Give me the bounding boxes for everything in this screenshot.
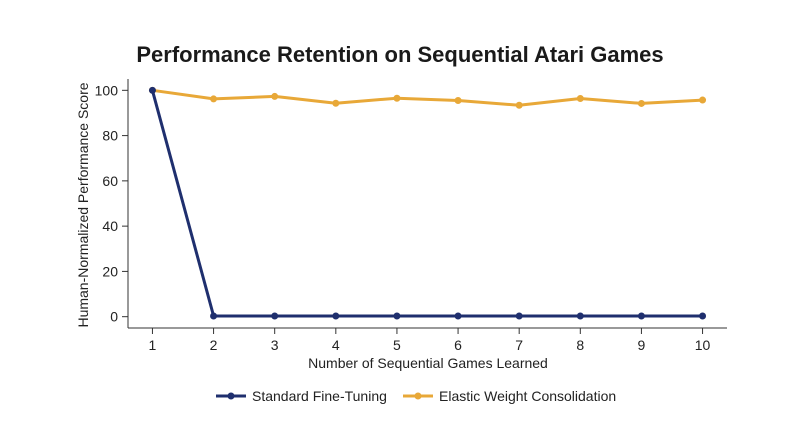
x-tick-label: 10 <box>695 337 711 353</box>
x-tick-label: 7 <box>515 337 523 353</box>
legend-label-elastic-weight-consolidation: Elastic Weight Consolidation <box>439 388 616 404</box>
x-tick-label: 3 <box>271 337 279 353</box>
x-tick-label: 6 <box>454 337 462 353</box>
data-point-elastic-weight-consolidation <box>332 99 340 107</box>
data-point-standard-fine-tuning <box>210 312 218 320</box>
legend-item-standard-fine-tuning: Standard Fine-Tuning <box>216 388 387 404</box>
y-tick-label: 0 <box>110 309 118 325</box>
data-point-standard-fine-tuning <box>515 312 523 320</box>
x-ticks: 1 2 3 4 5 6 7 8 9 10 <box>149 328 711 353</box>
data-point-elastic-weight-consolidation <box>393 94 401 102</box>
data-point-standard-fine-tuning <box>637 312 645 320</box>
y-tick-label: 100 <box>95 82 119 98</box>
chart-title: Performance Retention on Sequential Atar… <box>136 42 663 67</box>
axes <box>127 79 727 329</box>
x-tick-label: 9 <box>638 337 646 353</box>
x-tick-label: 1 <box>149 337 157 353</box>
y-ticks: 0 20 40 60 80 100 <box>95 82 128 325</box>
series-line-elastic-weight-consolidation <box>150 88 705 107</box>
data-point-standard-fine-tuning <box>148 86 156 94</box>
x-tick-label: 5 <box>393 337 401 353</box>
legend-item-elastic-weight-consolidation: Elastic Weight Consolidation <box>403 388 616 404</box>
series-elastic-weight-consolidation <box>148 86 707 109</box>
data-point-elastic-weight-consolidation <box>271 92 279 100</box>
series-standard-fine-tuning <box>148 86 707 320</box>
y-tick-label: 20 <box>102 263 118 279</box>
legend-label-standard-fine-tuning: Standard Fine-Tuning <box>252 388 387 404</box>
legend-marker-elastic-weight-consolidation <box>414 392 422 400</box>
data-point-standard-fine-tuning <box>454 312 462 320</box>
data-point-elastic-weight-consolidation <box>699 96 707 104</box>
y-tick-label: 80 <box>102 128 118 144</box>
y-tick-label: 40 <box>102 218 118 234</box>
data-point-standard-fine-tuning <box>576 312 584 320</box>
y-tick-label: 60 <box>102 173 118 189</box>
data-point-standard-fine-tuning <box>332 312 340 320</box>
x-axis-label: Number of Sequential Games Learned <box>308 355 548 371</box>
data-point-elastic-weight-consolidation <box>454 97 462 105</box>
data-point-elastic-weight-consolidation <box>576 94 584 102</box>
data-point-elastic-weight-consolidation <box>637 99 645 107</box>
x-tick-label: 4 <box>332 337 340 353</box>
series-line-standard-fine-tuning <box>150 88 705 318</box>
x-tick-label: 8 <box>576 337 584 353</box>
legend: Standard Fine-Tuning Elastic Weight Cons… <box>216 388 616 404</box>
x-tick-label: 2 <box>210 337 218 353</box>
data-point-standard-fine-tuning <box>271 312 279 320</box>
data-point-standard-fine-tuning <box>699 312 707 320</box>
y-axis-label: Human-Normalized Performance Score <box>75 82 91 327</box>
data-point-elastic-weight-consolidation <box>515 101 523 109</box>
series-group <box>148 86 707 320</box>
legend-marker-standard-fine-tuning <box>227 392 235 400</box>
data-point-standard-fine-tuning <box>393 312 401 320</box>
data-point-elastic-weight-consolidation <box>210 95 218 103</box>
